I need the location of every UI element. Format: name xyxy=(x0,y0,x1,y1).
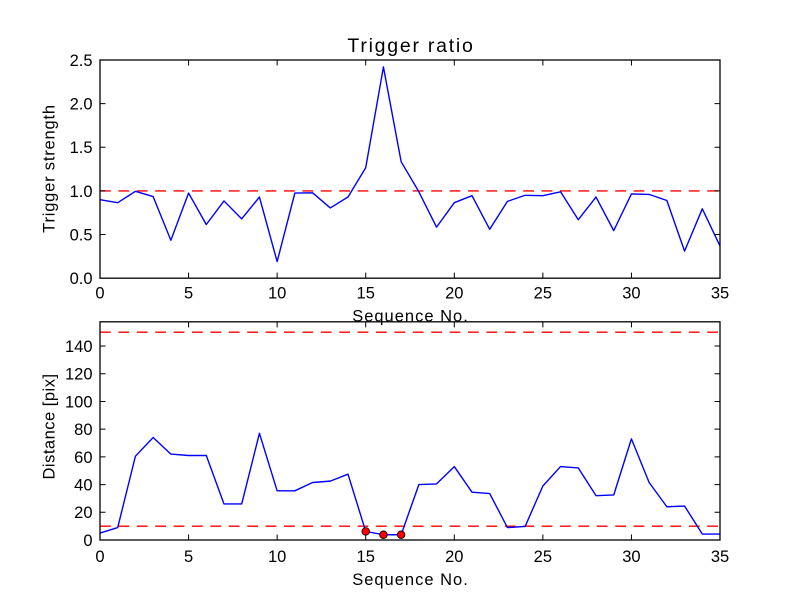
svg-text:0.0: 0.0 xyxy=(70,270,93,288)
svg-text:2.5: 2.5 xyxy=(70,52,93,70)
svg-text:Trigger strength: Trigger strength xyxy=(40,104,58,233)
svg-text:1.5: 1.5 xyxy=(70,139,93,157)
svg-text:35: 35 xyxy=(711,548,729,566)
svg-text:0: 0 xyxy=(83,532,92,550)
svg-text:25: 25 xyxy=(534,284,552,302)
svg-text:10: 10 xyxy=(268,548,286,566)
svg-text:25: 25 xyxy=(534,548,552,566)
svg-text:5: 5 xyxy=(184,548,193,566)
svg-text:80: 80 xyxy=(74,421,92,439)
svg-text:60: 60 xyxy=(74,449,92,467)
svg-text:35: 35 xyxy=(711,284,729,302)
svg-text:100: 100 xyxy=(65,393,93,411)
svg-text:20: 20 xyxy=(445,548,463,566)
svg-text:15: 15 xyxy=(357,548,375,566)
svg-text:Sequence No.: Sequence No. xyxy=(352,308,469,326)
svg-text:15: 15 xyxy=(357,284,375,302)
svg-text:30: 30 xyxy=(622,548,640,566)
svg-text:20: 20 xyxy=(445,284,463,302)
svg-text:30: 30 xyxy=(622,284,640,302)
svg-text:1.0: 1.0 xyxy=(70,183,93,201)
svg-text:140: 140 xyxy=(65,338,93,356)
svg-text:40: 40 xyxy=(74,476,92,494)
svg-text:2.0: 2.0 xyxy=(70,96,93,114)
svg-text:20: 20 xyxy=(74,504,92,522)
svg-text:Distance [pix]: Distance [pix] xyxy=(40,373,58,479)
svg-text:0: 0 xyxy=(95,284,104,302)
svg-text:0: 0 xyxy=(95,548,104,566)
svg-text:Trigger ratio: Trigger ratio xyxy=(347,35,474,57)
svg-text:10: 10 xyxy=(268,284,286,302)
svg-text:5: 5 xyxy=(184,284,193,302)
svg-text:0.5: 0.5 xyxy=(70,226,93,244)
svg-text:Sequence No.: Sequence No. xyxy=(352,571,469,589)
svg-text:120: 120 xyxy=(65,366,93,384)
